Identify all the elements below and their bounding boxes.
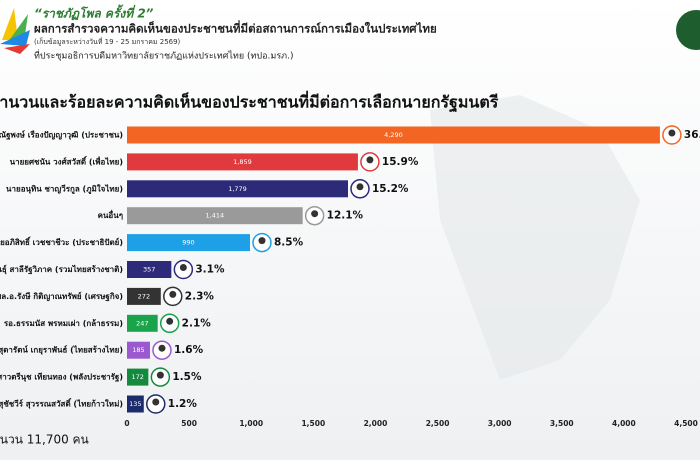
category-label: นายอภิสิทธิ์ เวชชาชีวะ (ประชาธิปัตย์)	[0, 236, 123, 247]
category-label: คนอื่นๆ	[98, 209, 123, 220]
percent-label: 36.7%	[684, 129, 700, 141]
avatar-face	[156, 371, 164, 379]
bar	[127, 207, 303, 225]
percent-label: 1.2%	[168, 398, 198, 410]
avatar-face	[258, 237, 266, 245]
category-label: พล.อ.รังษี กิติญาณทรัพย์ (เศรษฐกิจ)	[0, 291, 123, 302]
x-tick-label: 2,000	[364, 419, 388, 428]
bar-value-label: 1,779	[228, 185, 247, 193]
bar	[127, 126, 660, 144]
x-tick-label: 4,500	[674, 419, 698, 428]
avatar-face	[179, 264, 187, 271]
chart-title: จำนวนและร้อยละความคิดเห็นของประชาชนที่มี…	[0, 91, 499, 113]
percent-label: 12.1%	[327, 210, 364, 222]
category-label: รอ.ธรรมนัส พรหมเผ่า (กล้าธรรม)	[4, 318, 123, 328]
bar	[127, 153, 358, 171]
bar	[127, 341, 150, 359]
percent-label: 15.9%	[382, 156, 419, 168]
avatar-face	[356, 183, 364, 191]
avatar-face	[152, 398, 160, 406]
bar-value-label: 357	[143, 266, 155, 274]
bar	[127, 234, 250, 252]
category-label: นายพีระพันธุ์ สาลีรัฐวิภาค (รวมไทยสร้างช…	[0, 264, 123, 275]
bar-value-label: 1,859	[233, 158, 252, 166]
percent-label: 2.1%	[182, 317, 212, 329]
avatar-face	[166, 317, 174, 325]
header-organization: ที่ประชุมอธิการบดีมหาวิทยาลัยราชภัฏแห่งป…	[34, 49, 293, 62]
avatar-face	[668, 129, 676, 137]
bar-value-label: 4,290	[384, 131, 403, 139]
avatar-face	[169, 290, 177, 298]
bar-value-label: 1,414	[206, 212, 225, 220]
x-tick-label: 0	[124, 419, 129, 428]
percent-label: 1.6%	[174, 344, 204, 356]
avatar-face	[311, 210, 319, 218]
map-decoration	[430, 95, 640, 380]
seal	[676, 10, 700, 50]
bar	[127, 180, 348, 198]
header-period: (เก็บข้อมูลระหว่างวันที่ 19 - 25 มกราคม …	[34, 37, 181, 46]
x-tick-label: 3,500	[550, 419, 574, 428]
avatar-face	[158, 344, 166, 352]
category-label: นายอนุทิน ชาญวีรกูล (ภูมิใจไทย)	[6, 183, 123, 194]
percent-label: 15.2%	[372, 183, 409, 195]
x-tick-label: 3,000	[488, 419, 512, 428]
category-label: นายยศชนัน วงศ์สวัสดิ์ (เพื่อไทย)	[10, 155, 123, 166]
bar-value-label: 247	[136, 319, 148, 327]
logo	[0, 8, 30, 54]
header-title: “ราชภัฏโพล ครั้งที่ 2”	[34, 5, 154, 21]
header-subtitle: ผลการสำรวจความคิดเห็นของประชาชนที่มีต่อส…	[34, 20, 437, 36]
x-tick-label: 2,500	[426, 419, 450, 428]
bar-value-label: 135	[129, 400, 141, 408]
x-tick-label: 500	[181, 419, 197, 428]
bar	[127, 368, 149, 386]
avatar-face	[366, 156, 374, 164]
percent-label: 1.5%	[172, 371, 202, 383]
category-label: นายสุชัชวีร์ สุวรรณสวัสดิ์ (ไทยก้าวใหม่)	[0, 398, 123, 410]
bar	[127, 261, 172, 278]
percent-label: 3.1%	[195, 264, 225, 276]
footnote: จำนวน 11,700 คน	[0, 433, 89, 447]
bar-value-label: 185	[132, 346, 144, 354]
bar	[127, 287, 161, 305]
x-tick-label: 4,000	[612, 419, 636, 428]
category-label: นายณัฐพงษ์ เรืองปัญญาวุฒิ (ประชาชน)	[0, 130, 123, 141]
bar	[127, 395, 144, 413]
category-label: นางสาวตรีนุช เทียนทอง (พลังประชารัฐ)	[0, 372, 123, 383]
percent-label: 2.3%	[185, 290, 215, 302]
bar-value-label: 172	[131, 373, 143, 381]
category-label: คุณหญิงสุดารัตน์ เกยุราพันธ์ (ไทยสร้างไท…	[0, 345, 123, 356]
x-tick-label: 1,500	[301, 419, 325, 428]
bar	[127, 314, 158, 332]
bar-value-label: 272	[138, 292, 150, 300]
bar-value-label: 990	[182, 239, 194, 247]
percent-label: 8.5%	[274, 237, 304, 249]
x-tick-label: 1,000	[239, 419, 263, 428]
